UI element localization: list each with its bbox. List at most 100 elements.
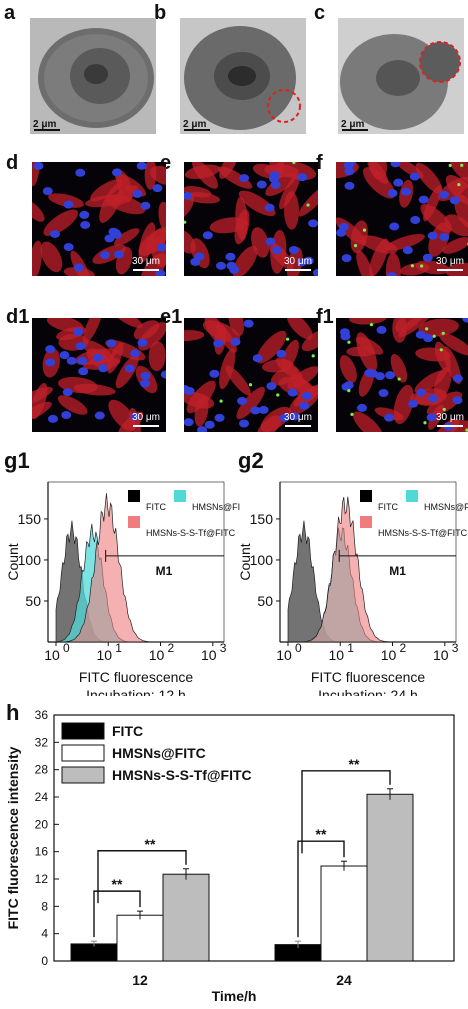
nucleus (308, 219, 318, 228)
y-tick-label: 32 (35, 735, 49, 749)
nucleus (415, 330, 426, 339)
nucleus (75, 168, 86, 177)
actin-filament (426, 391, 463, 416)
nucleus (197, 426, 208, 432)
actin-filament (40, 241, 63, 273)
actin-filament (225, 365, 251, 396)
nucleus (357, 403, 368, 412)
actin-filament (32, 199, 45, 222)
x-tick-label: 10 (44, 647, 60, 663)
nucleus (204, 420, 215, 429)
actin-filament (257, 415, 282, 432)
cell-drawing (184, 318, 318, 432)
nucleus (339, 328, 350, 337)
scale-label: 2 μm (341, 119, 365, 130)
fitc-signal (353, 243, 358, 248)
y-tick-label: 50 (25, 593, 41, 609)
nucleus (341, 382, 352, 391)
actin-filament (235, 196, 248, 241)
nucleus (264, 203, 275, 212)
nucleus (152, 184, 163, 193)
x-tick-exponent: 3 (220, 641, 227, 655)
actin-filament (390, 353, 408, 383)
actin-filament (219, 162, 238, 179)
x-tick-label: 10 (96, 647, 112, 663)
x-tick-label: 10 (149, 647, 165, 663)
x-tick-label: 10 (328, 647, 344, 663)
nucleus (124, 364, 135, 373)
nucleus (384, 413, 395, 422)
panel-letter-b: b (154, 2, 167, 24)
y-tick-label: 24 (35, 790, 49, 804)
y-axis-label: Count (5, 543, 21, 580)
nucleus (299, 401, 310, 410)
legend-tf-swatch (128, 516, 140, 528)
nucleus (230, 337, 241, 346)
significance-mark: ** (349, 756, 360, 772)
fitc-signal (311, 354, 315, 358)
nucleus (47, 414, 58, 423)
fluorescence-image-e: 30 μm (184, 162, 318, 276)
actin-filament (83, 357, 121, 370)
actin-filament (349, 318, 387, 325)
cell-drawing (184, 162, 318, 276)
actin-filament (48, 193, 85, 208)
nucleus (130, 349, 141, 358)
actin-filament (43, 209, 79, 236)
nucleus (422, 253, 433, 262)
fitc-signal (432, 334, 436, 338)
y-axis-label: FITC fluorescence intensity (5, 746, 21, 929)
actin-filament (57, 395, 88, 415)
nucleus (132, 189, 143, 198)
nucleus (452, 374, 463, 383)
nucleus (393, 178, 404, 187)
nucleus (202, 231, 213, 240)
bar (320, 865, 368, 962)
panel-letter-f: f (316, 152, 323, 174)
x-tick-label: 24 (336, 972, 352, 988)
tem-image-a: 2 μm (30, 18, 156, 134)
actin-filament (442, 237, 468, 254)
actin-filament (356, 250, 374, 276)
x-tick-exponent: 2 (400, 641, 407, 655)
nucleus (237, 396, 248, 405)
panel-letter-h: h (6, 700, 20, 725)
nucleus (428, 394, 439, 403)
scale-label: 30 μm (436, 412, 464, 423)
nucleus (62, 388, 73, 397)
actin-filament (251, 227, 270, 258)
actin-filament (428, 222, 450, 257)
y-tick-label: 16 (35, 845, 49, 859)
nucleus (416, 388, 427, 397)
gate-label: M1 (156, 564, 173, 578)
actin-filament (32, 240, 43, 276)
actin-filament (438, 332, 468, 356)
legend-hmsn-swatch (174, 490, 186, 502)
nucleus (408, 399, 419, 408)
legend-label: FITC (112, 723, 143, 739)
plot-frame (53, 714, 455, 962)
nucleus (63, 200, 74, 209)
fitc-signal (292, 162, 296, 165)
x-tick-exponent: 1 (115, 641, 122, 655)
fitc-signal (347, 340, 351, 344)
actin-filament (286, 247, 303, 276)
fitc-signal (347, 389, 351, 393)
fitc-signal (306, 203, 310, 207)
scale-bar (437, 425, 463, 427)
y-tick-label: 150 (18, 511, 42, 527)
actin-filament (32, 162, 40, 187)
fitc-signal (410, 264, 415, 268)
y-tick-label: 0 (41, 954, 48, 968)
nucleus (374, 372, 385, 381)
nucleus (79, 210, 90, 219)
nucleus (409, 172, 420, 181)
tem-cell-drawing (338, 18, 464, 134)
x-tick-exponent: 2 (168, 641, 175, 655)
nucleus (42, 187, 53, 196)
actin-filament (362, 167, 396, 199)
fitc-signal (439, 348, 443, 352)
fitc-signal (219, 399, 223, 403)
nucleus (297, 173, 308, 182)
actin-filament (301, 328, 318, 352)
